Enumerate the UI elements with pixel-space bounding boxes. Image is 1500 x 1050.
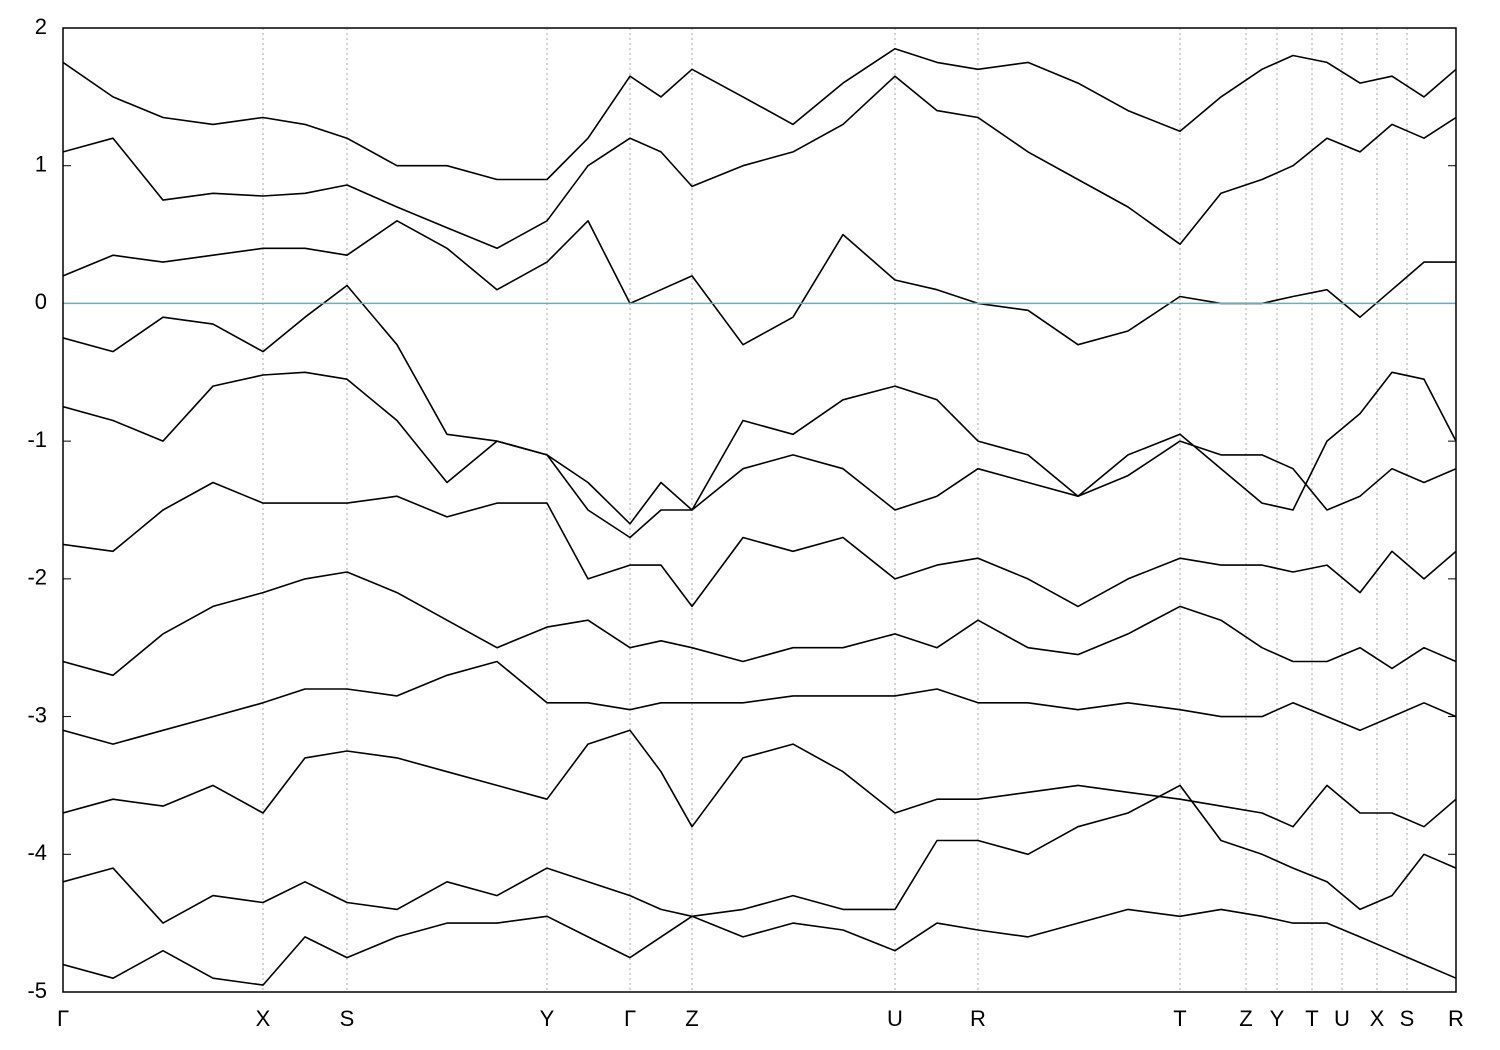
y-tick-label: -5: [27, 978, 47, 1003]
band-line: [63, 75, 1456, 250]
y-tick-label: 0: [35, 289, 47, 314]
x-tick-label: Y: [1270, 1006, 1285, 1031]
x-tick-label: Y: [540, 1006, 555, 1031]
x-tick-label: U: [1334, 1006, 1350, 1031]
band-line: [63, 908, 1456, 986]
x-tick-label: S: [1400, 1006, 1415, 1031]
band-line: [63, 371, 1456, 525]
x-tick-label: S: [340, 1006, 355, 1031]
x-tick-label: Z: [1239, 1006, 1252, 1031]
x-tick-label: X: [256, 1006, 271, 1031]
y-tick-label: -1: [27, 427, 47, 452]
y-tick-label: -2: [27, 565, 47, 590]
y-tick-label: -4: [27, 840, 47, 865]
x-tick-label: Z: [685, 1006, 698, 1031]
x-tick-label: Γ: [57, 1006, 69, 1031]
band-line: [63, 571, 1456, 677]
x-tick-label: R: [970, 1006, 986, 1031]
x-tick-label: Γ: [624, 1006, 636, 1031]
band-line: [63, 284, 1456, 539]
band-line: [63, 47, 1456, 181]
plot-frame: [62, 27, 1457, 993]
band-line: [63, 220, 1456, 346]
x-tick-label: U: [887, 1006, 903, 1031]
band-line: [63, 729, 1456, 828]
x-tick-label: X: [1370, 1006, 1385, 1031]
bands: [63, 47, 1456, 986]
x-tick-label: T: [1305, 1006, 1318, 1031]
y-tick-label: -3: [27, 702, 47, 727]
x-tick-label: T: [1173, 1006, 1186, 1031]
y-tick-label: 1: [35, 152, 47, 177]
band-line: [63, 481, 1456, 608]
x-tick-label: R: [1448, 1006, 1464, 1031]
band-line: [63, 660, 1456, 745]
band-line: [63, 784, 1456, 924]
y-tick-label: 2: [35, 14, 47, 39]
